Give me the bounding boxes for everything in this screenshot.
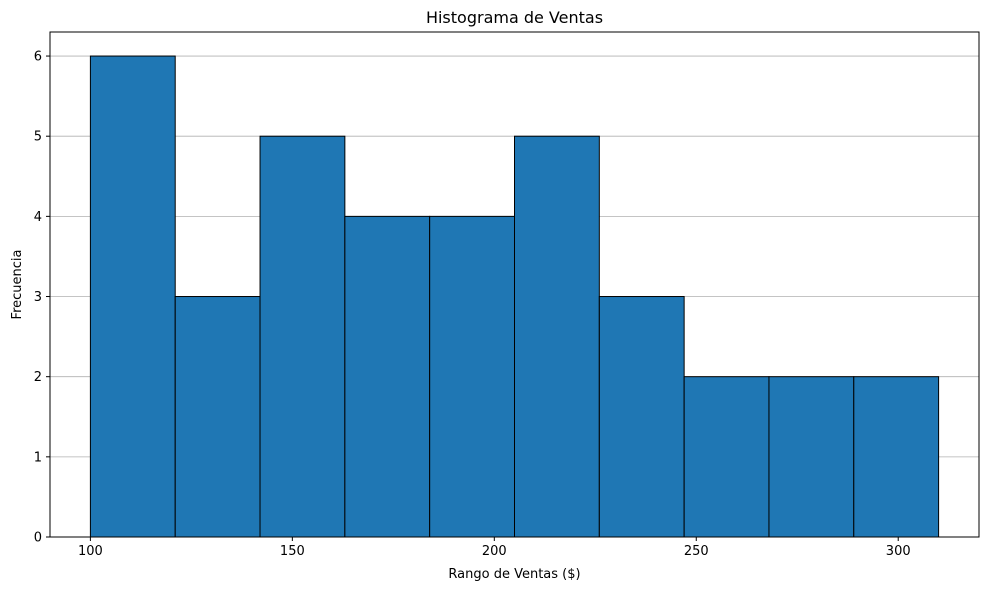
x-tick-label-150: 150 — [280, 544, 305, 559]
histogram-bar-7 — [683, 376, 770, 538]
histogram-bar-0 — [89, 55, 176, 538]
x-tick-label-300: 300 — [886, 544, 911, 559]
histogram-bar-3 — [344, 215, 431, 538]
y-tick-label-5: 5 — [34, 130, 42, 145]
histogram-bar-2 — [259, 135, 346, 538]
x-tick-label-250: 250 — [684, 544, 709, 559]
plot-frame — [49, 31, 980, 538]
y-tick-label-0: 0 — [34, 531, 42, 546]
histogram-bar-5 — [514, 135, 600, 538]
y-tick-label-6: 6 — [34, 50, 42, 65]
x-tick-label-200: 200 — [482, 544, 507, 559]
histogram-bar-6 — [598, 296, 685, 538]
y-ticks: 0 1 2 3 4 5 6 — [34, 50, 50, 546]
y-tick-label-4: 4 — [34, 210, 42, 225]
y-tick-label-3: 3 — [34, 290, 42, 305]
x-axis-label: Rango de Ventas ($) — [448, 567, 580, 582]
bars-layer — [89, 55, 940, 538]
histogram-bar-8 — [768, 376, 855, 538]
chart-title: Histograma de Ventas — [426, 8, 603, 27]
y-tick-label-1: 1 — [34, 450, 42, 465]
x-tick-label-100: 100 — [78, 544, 103, 559]
histogram-bar-1 — [174, 296, 261, 538]
histogram-bar-9 — [853, 376, 940, 538]
histogram-bar-4 — [429, 215, 515, 538]
y-tick-label-2: 2 — [34, 370, 42, 385]
x-ticks: 100 150 200 250 300 — [78, 537, 911, 559]
y-axis-label: Frecuencia — [10, 250, 25, 320]
